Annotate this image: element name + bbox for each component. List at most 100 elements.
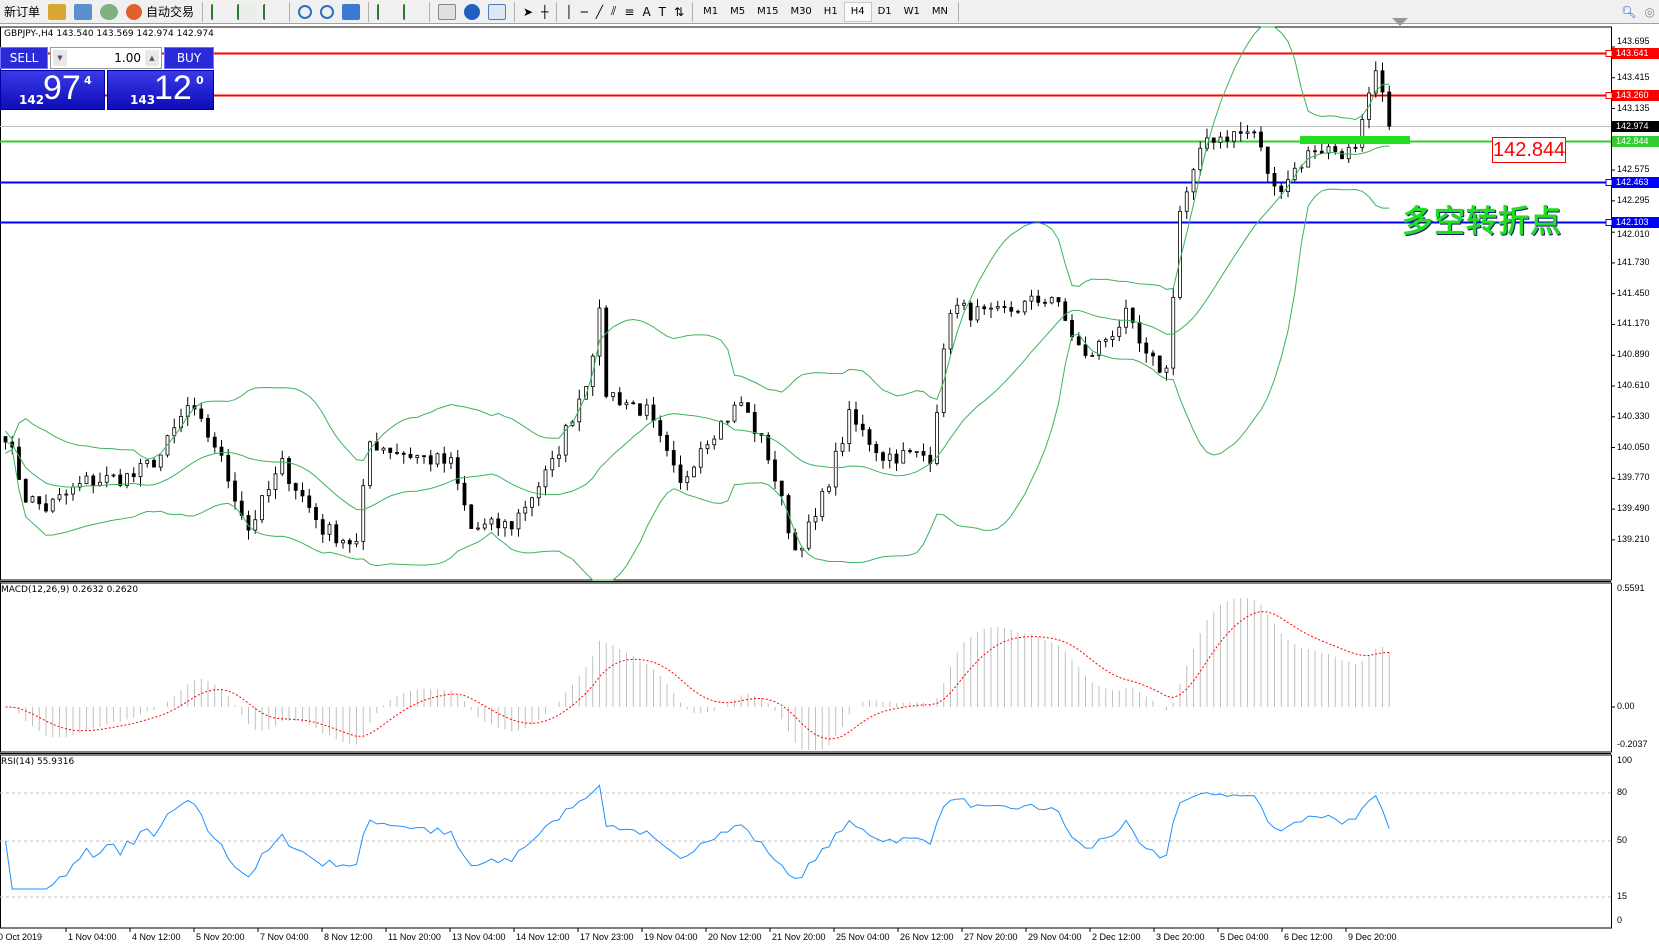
community-icon[interactable]: ◎	[1644, 4, 1655, 19]
candle	[995, 300, 1000, 312]
candle	[199, 403, 204, 422]
candle	[1157, 355, 1162, 374]
lot-size-stepper[interactable]: ▼ 1.00 ▲	[50, 47, 162, 69]
timeframe-mn[interactable]: MN	[931, 6, 948, 17]
buy-price-panel[interactable]: 143 12 0	[107, 69, 214, 110]
candle	[678, 455, 683, 490]
metaeditor-icon[interactable]	[48, 3, 67, 20]
history-icon[interactable]	[74, 3, 93, 20]
auto-scroll-icon[interactable]	[377, 3, 395, 20]
candle	[928, 446, 933, 473]
trendline-icon[interactable]: ╱	[595, 4, 604, 19]
timeframe-d1[interactable]: D1	[877, 6, 892, 17]
zoom-out-icon[interactable]	[320, 4, 335, 19]
candle-body	[1265, 146, 1270, 174]
time-axis-label: 11 Nov 20:00	[388, 932, 441, 942]
candle-body	[948, 312, 953, 350]
timeframe-w1[interactable]: W1	[903, 6, 920, 17]
time-axis-label: 4 Nov 12:00	[132, 932, 181, 942]
text-icon[interactable]: A	[642, 4, 651, 19]
candle	[989, 302, 993, 319]
candle	[266, 480, 271, 503]
sell-price-fraction: 4	[84, 74, 92, 87]
candlestick-icon[interactable]	[237, 3, 256, 20]
periods-icon[interactable]	[464, 3, 481, 20]
indicators-icon[interactable]	[438, 3, 457, 20]
sell-price-panel[interactable]: 142 97 4	[0, 69, 105, 110]
candle-body	[503, 521, 507, 529]
horizontal-line-icon[interactable]: ─	[580, 4, 588, 19]
candle	[442, 446, 447, 473]
cursor-icon[interactable]: ➤	[523, 4, 534, 19]
timeframe-m30[interactable]: M30	[790, 6, 812, 17]
timeframe-m5[interactable]: M5	[730, 6, 746, 17]
timeframe-bar: M1 M5 M15 M30 H1 H4 D1 W1 MN	[697, 1, 954, 22]
signals-icon[interactable]	[100, 3, 119, 20]
auto-trading-button[interactable]: 自动交易	[146, 5, 195, 19]
decrease-lot-button[interactable]: ▼	[53, 50, 67, 66]
candle-body	[644, 404, 649, 416]
candle-body	[354, 540, 359, 545]
increase-lot-button[interactable]: ▲	[145, 50, 159, 66]
candle-body	[415, 455, 420, 458]
candle	[253, 510, 258, 534]
candle	[543, 465, 548, 496]
fibonacci-fan-icon[interactable]: ⫽	[611, 4, 617, 18]
crosshair-icon[interactable]: ┼	[541, 4, 549, 19]
candle	[50, 497, 55, 513]
bollinger-upper	[5, 26, 1390, 462]
candle	[1326, 143, 1331, 160]
rsi-axis-label: 50	[1617, 835, 1628, 845]
line-chart-icon[interactable]	[263, 3, 281, 20]
candle-body	[1063, 301, 1068, 321]
candle	[617, 387, 622, 407]
candle-body	[347, 540, 352, 545]
new-order-button[interactable]: 新订单	[4, 5, 41, 19]
bar-chart-icon[interactable]	[211, 3, 229, 20]
lot-size-input[interactable]: 1.00	[114, 51, 141, 65]
timeframe-h1[interactable]: H1	[823, 6, 838, 17]
timeframe-h4[interactable]: H4	[843, 1, 872, 22]
zoom-in-icon[interactable]	[298, 4, 313, 19]
price-axis-label: 142.295	[1617, 195, 1650, 205]
candle-body	[1340, 151, 1344, 160]
candle-body	[50, 498, 55, 512]
level-price-tag: 142.463	[1612, 177, 1659, 188]
arrows-icon[interactable]: ⇅	[674, 4, 685, 19]
text-label-icon[interactable]: T	[658, 4, 667, 19]
candle-body	[935, 412, 939, 464]
candle	[1225, 130, 1230, 148]
sell-button[interactable]: SELL	[0, 47, 48, 69]
candle	[557, 446, 561, 467]
candle-body	[1130, 307, 1135, 323]
templates-icon[interactable]	[488, 3, 507, 20]
candle-body	[1238, 131, 1243, 134]
price-text-label[interactable]: 142.844	[1492, 137, 1566, 163]
candle	[307, 488, 312, 513]
timeframe-m15[interactable]: M15	[757, 6, 779, 17]
candle	[1184, 186, 1189, 220]
auto-trading-icon[interactable]	[126, 3, 143, 20]
level-price-tag: 142.103	[1612, 217, 1659, 228]
chart-shift-marker	[1392, 18, 1408, 26]
buy-button[interactable]: BUY	[164, 47, 214, 69]
chart-shift-icon[interactable]	[403, 3, 421, 20]
candle	[476, 521, 480, 531]
candle	[44, 494, 48, 513]
candle-body	[732, 404, 737, 422]
candle	[131, 467, 136, 483]
candle	[91, 473, 96, 494]
candle-body	[1218, 136, 1223, 143]
annotation-text[interactable]: 多空转折点	[1402, 204, 1562, 240]
candle	[698, 441, 703, 474]
timeframe-m1[interactable]: M1	[703, 6, 719, 17]
vertical-line-icon[interactable]: │	[565, 4, 573, 19]
fibonacci-icon[interactable]: ≡	[624, 4, 635, 19]
candle-body	[536, 486, 541, 499]
search-icon[interactable]: 🔍︎	[1621, 4, 1637, 19]
candle	[638, 403, 642, 417]
tile-windows-icon[interactable]	[342, 3, 361, 20]
candle-body	[1184, 191, 1189, 212]
candle-body	[908, 450, 912, 453]
